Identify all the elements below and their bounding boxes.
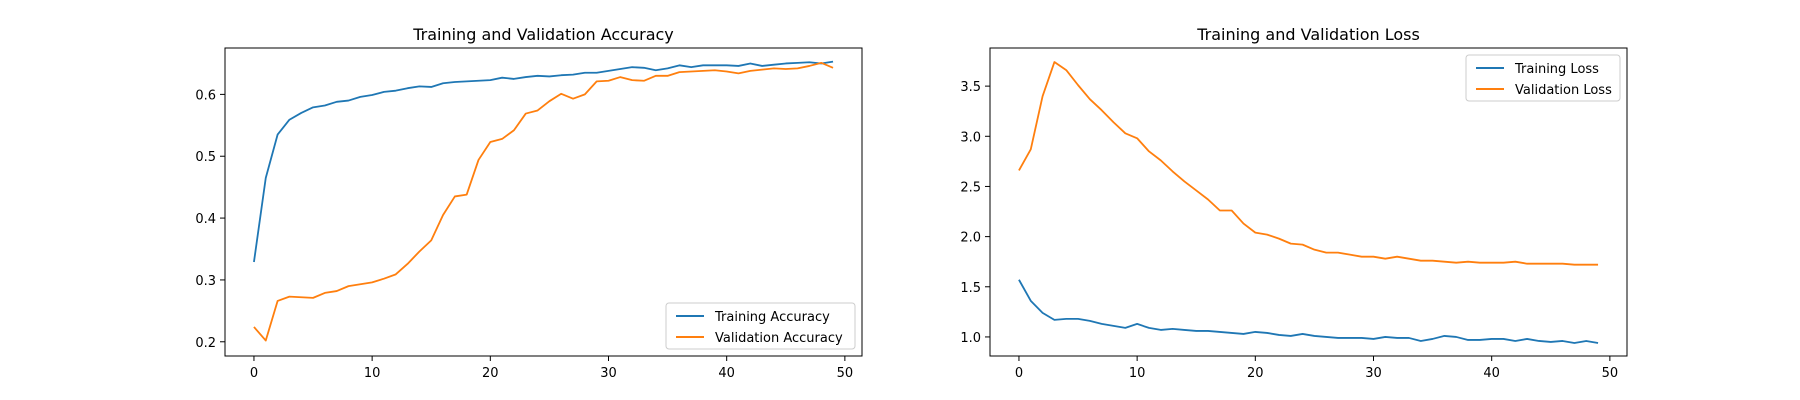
series-line-0 bbox=[253, 60, 834, 263]
x-tick-label: 20 bbox=[1247, 366, 1264, 381]
series-line-1 bbox=[1018, 61, 1599, 266]
accuracy-chart: Training and Validation Accuracy 0 10 20 30 4… bbox=[195, 25, 863, 381]
y-tick-label: 1.0 bbox=[960, 331, 981, 346]
x-tick-label: 20 bbox=[482, 366, 499, 381]
x-tick-label: 10 bbox=[364, 366, 381, 381]
x-tick-label: 0 bbox=[1015, 366, 1023, 381]
legend-box bbox=[1465, 54, 1621, 102]
y-tick-label: 2.0 bbox=[960, 231, 981, 246]
plot-frame bbox=[224, 47, 863, 357]
legend: Training Loss Validation Loss bbox=[1465, 54, 1621, 102]
legend: Training Accuracy Validation Accuracy bbox=[665, 302, 856, 350]
y-tick-label: 2.5 bbox=[960, 180, 981, 195]
legend-label: Validation Accuracy bbox=[715, 331, 843, 346]
legend-box bbox=[665, 302, 856, 350]
x-tick-label: 30 bbox=[1365, 366, 1382, 381]
x-tick-label: 50 bbox=[1602, 366, 1619, 381]
chart-title: Training and Validation Loss bbox=[1196, 25, 1420, 44]
legend-label: Training Accuracy bbox=[714, 310, 830, 325]
x-tick-label: 30 bbox=[600, 366, 617, 381]
x-tick-label: 40 bbox=[1483, 366, 1500, 381]
x-tick-label: 0 bbox=[250, 366, 258, 381]
y-tick-label: 0.6 bbox=[195, 88, 216, 103]
y-tick-label: 0.5 bbox=[195, 150, 216, 165]
legend-label: Validation Loss bbox=[1515, 83, 1612, 98]
x-tick-label: 10 bbox=[1129, 366, 1146, 381]
y-tick-label: 0.3 bbox=[195, 274, 216, 289]
x-tick-label: 50 bbox=[837, 366, 854, 381]
plot-frame bbox=[989, 47, 1628, 357]
chart-title: Training and Validation Accuracy bbox=[412, 25, 674, 44]
series-line-0 bbox=[1018, 279, 1599, 344]
y-tick-label: 3.5 bbox=[960, 80, 981, 95]
legend-label: Training Loss bbox=[1514, 62, 1599, 77]
y-tick-label: 3.0 bbox=[960, 130, 981, 145]
y-tick-label: 0.2 bbox=[195, 336, 216, 351]
series-line-1 bbox=[253, 61, 834, 342]
y-tick-label: 1.5 bbox=[960, 281, 981, 296]
loss-chart: Training and Validation Loss 0 10 20 30 40 50 1… bbox=[960, 25, 1628, 381]
y-tick-label: 0.4 bbox=[195, 212, 216, 227]
x-tick-label: 40 bbox=[718, 366, 735, 381]
